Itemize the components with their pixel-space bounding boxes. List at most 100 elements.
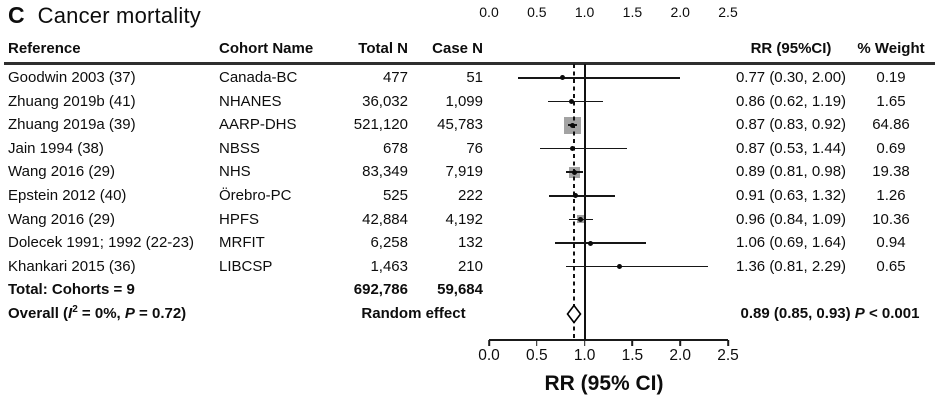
cohort-cell: HPFS	[219, 210, 260, 228]
reference-cell: Wang 2016 (29)	[8, 163, 116, 181]
weight-cell: 0.69	[876, 139, 906, 157]
point-estimate-dot	[571, 169, 577, 175]
axis-tick-label: 0.5	[526, 347, 548, 364]
x-axis-title: RR (95% CI)	[544, 372, 664, 395]
reference-cell: Zhuang 2019b (41)	[8, 92, 136, 110]
case-n-cell: 1,099	[445, 92, 483, 110]
weight-cell: 0.65	[876, 257, 906, 275]
case-n-cell: 132	[457, 234, 483, 252]
total-n-cell: 678	[382, 139, 408, 157]
point-estimate-dot	[573, 193, 579, 199]
overall-label: Overall (I2 = 0%, P = 0.72)	[8, 303, 187, 322]
overall-row: Overall (I2 = 0%, P = 0.72) Random effec…	[0, 302, 939, 326]
rr-cell: 1.06 (0.69, 1.64)	[735, 234, 847, 252]
rr-cell: 0.86 (0.62, 1.19)	[735, 92, 847, 110]
axis-tick-mark	[583, 340, 586, 346]
overall-rr-cell: 0.89 (0.85, 0.93) P < 0.001	[740, 304, 920, 322]
ci-line	[549, 195, 616, 197]
table-row: Wang 2016 (29) NHS 83,349 7,919 0.89 (0.…	[0, 160, 939, 184]
rr-cell: 0.77 (0.30, 2.00)	[735, 69, 847, 86]
cohort-cell: MRFIT	[219, 234, 265, 252]
axis-tick-label: 0.0	[478, 347, 500, 364]
table-rows: Goodwin 2003 (37) Canada-BC 477 51 0.77 …	[0, 66, 939, 326]
axis-tick-label: 0.5	[527, 4, 547, 20]
cohort-cell: Örebro-PC	[219, 186, 292, 204]
table-row: Zhuang 2019b (41) NHANES 36,032 1,099 0.…	[0, 90, 939, 114]
rr-cell: 0.87 (0.83, 0.92)	[735, 116, 847, 134]
axis-tick-mark	[536, 340, 538, 346]
total-n-cell: 525	[382, 186, 408, 204]
case-n-cell: 4,192	[445, 210, 483, 228]
table-row: Epstein 2012 (40) Örebro-PC 525 222 0.91…	[0, 184, 939, 208]
overall-estimate-line	[573, 64, 575, 340]
table-row: Zhuang 2019a (39) AARP-DHS 521,120 45,78…	[0, 113, 939, 137]
total-n-cell: 521,120	[353, 116, 408, 134]
cohort-cell: NHANES	[219, 92, 282, 110]
panel-letter: C	[8, 2, 25, 28]
total-n-cell: 1,463	[370, 257, 408, 275]
reference-cell: Zhuang 2019a (39)	[8, 116, 136, 134]
header-divider	[4, 62, 935, 65]
axis-tick-label: 2.0	[670, 4, 690, 20]
axis-tick-label: 1.5	[622, 4, 643, 20]
case-n-cell: 210	[457, 257, 483, 275]
reference-cell: Jain 1994 (38)	[8, 139, 104, 157]
col-header-weight: % Weight	[857, 40, 925, 57]
axis-tick-mark	[727, 340, 729, 346]
panel-title: C Cancer mortality	[8, 2, 201, 29]
point-estimate-dot	[616, 264, 622, 270]
axis-tick-label: 1.5	[621, 347, 644, 364]
reference-cell: Epstein 2012 (40)	[8, 186, 127, 204]
ci-line	[539, 147, 627, 150]
point-estimate-dot	[587, 240, 593, 246]
rr-cell: 1.36 (0.81, 2.29)	[735, 257, 847, 275]
col-header-plot-spacer	[483, 36, 730, 62]
weight-cell: 10.36	[872, 210, 910, 228]
cohort-cell: NBSS	[219, 139, 260, 157]
axis-tick-mark	[488, 340, 490, 346]
case-n-cell: 222	[457, 186, 483, 204]
col-header-case-n: Case N	[432, 40, 483, 57]
table-header-row: Reference Cohort Name Total N Case N RR …	[0, 36, 939, 62]
total-n-cell: 6,258	[370, 234, 408, 252]
col-header-rr: RR (95%CI)	[750, 40, 832, 57]
case-n-cell: 51	[466, 69, 483, 86]
overall-diamond	[566, 303, 582, 324]
case-n-cell: 76	[466, 139, 483, 157]
total-n-sum: 692,786	[353, 281, 408, 299]
col-header-cohort: Cohort Name	[219, 40, 314, 57]
pooling-method-label: Random effect	[361, 304, 466, 322]
axis-tick-mark	[679, 340, 681, 346]
axis-tick-label: 1.0	[573, 347, 596, 364]
point-estimate-dot	[569, 146, 575, 152]
total-n-cell: 477	[382, 69, 408, 86]
rr-cell: 0.89 (0.81, 0.98)	[735, 163, 847, 181]
ci-line	[554, 242, 646, 244]
rr-cell: 0.96 (0.84, 1.09)	[735, 210, 847, 228]
table-row: Jain 1994 (38) NBSS 678 76 0.87 (0.53, 1…	[0, 137, 939, 161]
point-estimate-dot	[569, 122, 575, 128]
rr-cell: 0.91 (0.63, 1.32)	[735, 186, 847, 204]
title-text: Cancer mortality	[37, 3, 201, 28]
point-estimate-dot	[568, 98, 574, 104]
table-row: Goodwin 2003 (37) Canada-BC 477 51 0.77 …	[0, 66, 939, 90]
axis-tick-label: 2.5	[717, 347, 739, 364]
reference-cell: Dolecek 1991; 1992 (22-23)	[8, 234, 194, 252]
case-n-sum: 59,684	[437, 281, 483, 299]
reference-line	[583, 64, 586, 340]
point-estimate-dot	[578, 216, 584, 222]
total-n-cell: 36,032	[362, 92, 408, 110]
axis-tick-label: 2.5	[718, 4, 738, 20]
total-row: Total: Cohorts = 9 692,786 59,684	[0, 278, 939, 302]
point-estimate-dot	[560, 75, 566, 81]
table-row: Wang 2016 (29) HPFS 42,884 4,192 0.96 (0…	[0, 208, 939, 232]
col-header-total-n: Total N	[358, 40, 408, 57]
table-row: Khankari 2015 (36) LIBCSP 1,463 210 1.36…	[0, 255, 939, 279]
reference-cell: Khankari 2015 (36)	[8, 257, 136, 275]
reference-cell: Wang 2016 (29)	[8, 210, 116, 228]
ci-line	[548, 100, 603, 103]
ci-line	[517, 77, 681, 79]
cohort-cell: LIBCSP	[219, 257, 273, 275]
table-row: Dolecek 1991; 1992 (22-23) MRFIT 6,258 1…	[0, 231, 939, 255]
